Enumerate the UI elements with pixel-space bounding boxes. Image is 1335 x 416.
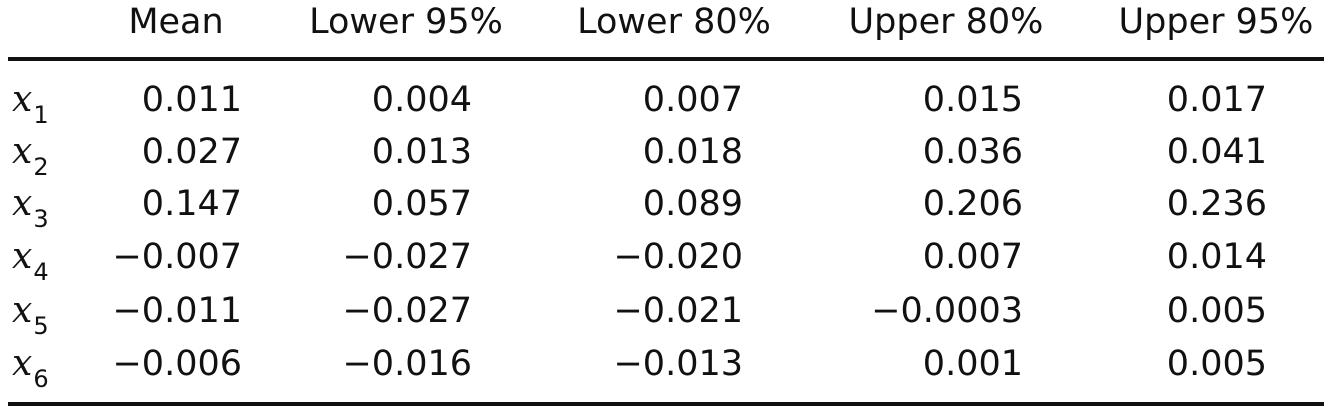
cell-lower-80: −0.013	[613, 344, 743, 384]
row-variable: x	[12, 183, 33, 224]
cell-lower-95: 0.013	[371, 132, 472, 172]
column-header-lower-80: Lower 80%	[577, 2, 771, 42]
cell-lower-95: 0.004	[371, 80, 472, 120]
cell-mean: 0.147	[141, 184, 242, 224]
cell-mean: −0.006	[112, 344, 242, 384]
cell-upper-80: 0.206	[922, 184, 1023, 224]
cell-upper-80: −0.0003	[871, 291, 1023, 331]
cell-upper-80: 0.036	[922, 132, 1023, 172]
cell-upper-95: 0.005	[1166, 291, 1267, 331]
cell-lower-80: 0.089	[642, 184, 743, 224]
row-subscript: 1	[33, 101, 49, 129]
bottom-rule	[8, 402, 1324, 406]
row-label: x4	[12, 231, 49, 286]
cell-lower-80: 0.007	[642, 80, 743, 120]
cell-upper-95: 0.017	[1166, 80, 1267, 120]
column-header-lower-95: Lower 95%	[309, 2, 503, 42]
cell-mean: 0.027	[141, 132, 242, 172]
cell-lower-95: −0.027	[342, 237, 472, 277]
row-subscript: 6	[33, 365, 49, 393]
cell-upper-95: 0.041	[1166, 132, 1267, 172]
row-label: x1	[12, 74, 49, 129]
row-subscript: 2	[33, 153, 49, 181]
cell-mean: 0.011	[141, 80, 242, 120]
cell-upper-80: 0.015	[922, 80, 1023, 120]
cell-upper-95: 0.236	[1166, 184, 1267, 224]
row-label: x6	[12, 338, 49, 393]
cell-lower-95: 0.057	[371, 184, 472, 224]
row-subscript: 4	[33, 258, 49, 286]
cell-upper-95: 0.005	[1166, 344, 1267, 384]
table-row: x3 0.147 0.057 0.089 0.206 0.236	[0, 178, 1335, 233]
row-variable: x	[12, 131, 33, 172]
cell-lower-95: −0.016	[342, 344, 472, 384]
row-subscript: 3	[33, 205, 49, 233]
row-variable: x	[12, 236, 33, 277]
row-label: x3	[12, 178, 49, 233]
top-rule	[8, 57, 1324, 61]
cell-upper-80: 0.007	[922, 237, 1023, 277]
row-label: x5	[12, 285, 49, 340]
column-header-mean: Mean	[128, 2, 224, 42]
cell-mean: −0.011	[112, 291, 242, 331]
cell-upper-80: 0.001	[922, 344, 1023, 384]
table-row: x1 0.011 0.004 0.007 0.015 0.017	[0, 74, 1335, 129]
cell-mean: −0.007	[112, 237, 242, 277]
table-row: x4 −0.007 −0.027 −0.020 0.007 0.014	[0, 231, 1335, 286]
cell-lower-80: −0.021	[613, 291, 743, 331]
cell-lower-80: −0.020	[613, 237, 743, 277]
table-row: x2 0.027 0.013 0.018 0.036 0.041	[0, 126, 1335, 181]
row-subscript: 5	[33, 312, 49, 340]
column-header-upper-95: Upper 95%	[1118, 2, 1314, 42]
row-variable: x	[12, 79, 33, 120]
table-row: x6 −0.006 −0.016 −0.013 0.001 0.005	[0, 338, 1335, 393]
cell-lower-80: 0.018	[642, 132, 743, 172]
row-variable: x	[12, 343, 33, 384]
column-header-upper-80: Upper 80%	[848, 2, 1044, 42]
cell-upper-95: 0.014	[1166, 237, 1267, 277]
row-variable: x	[12, 290, 33, 331]
table-row: x5 −0.011 −0.027 −0.021 −0.0003 0.005	[0, 285, 1335, 340]
row-label: x2	[12, 126, 49, 181]
cell-lower-95: −0.027	[342, 291, 472, 331]
